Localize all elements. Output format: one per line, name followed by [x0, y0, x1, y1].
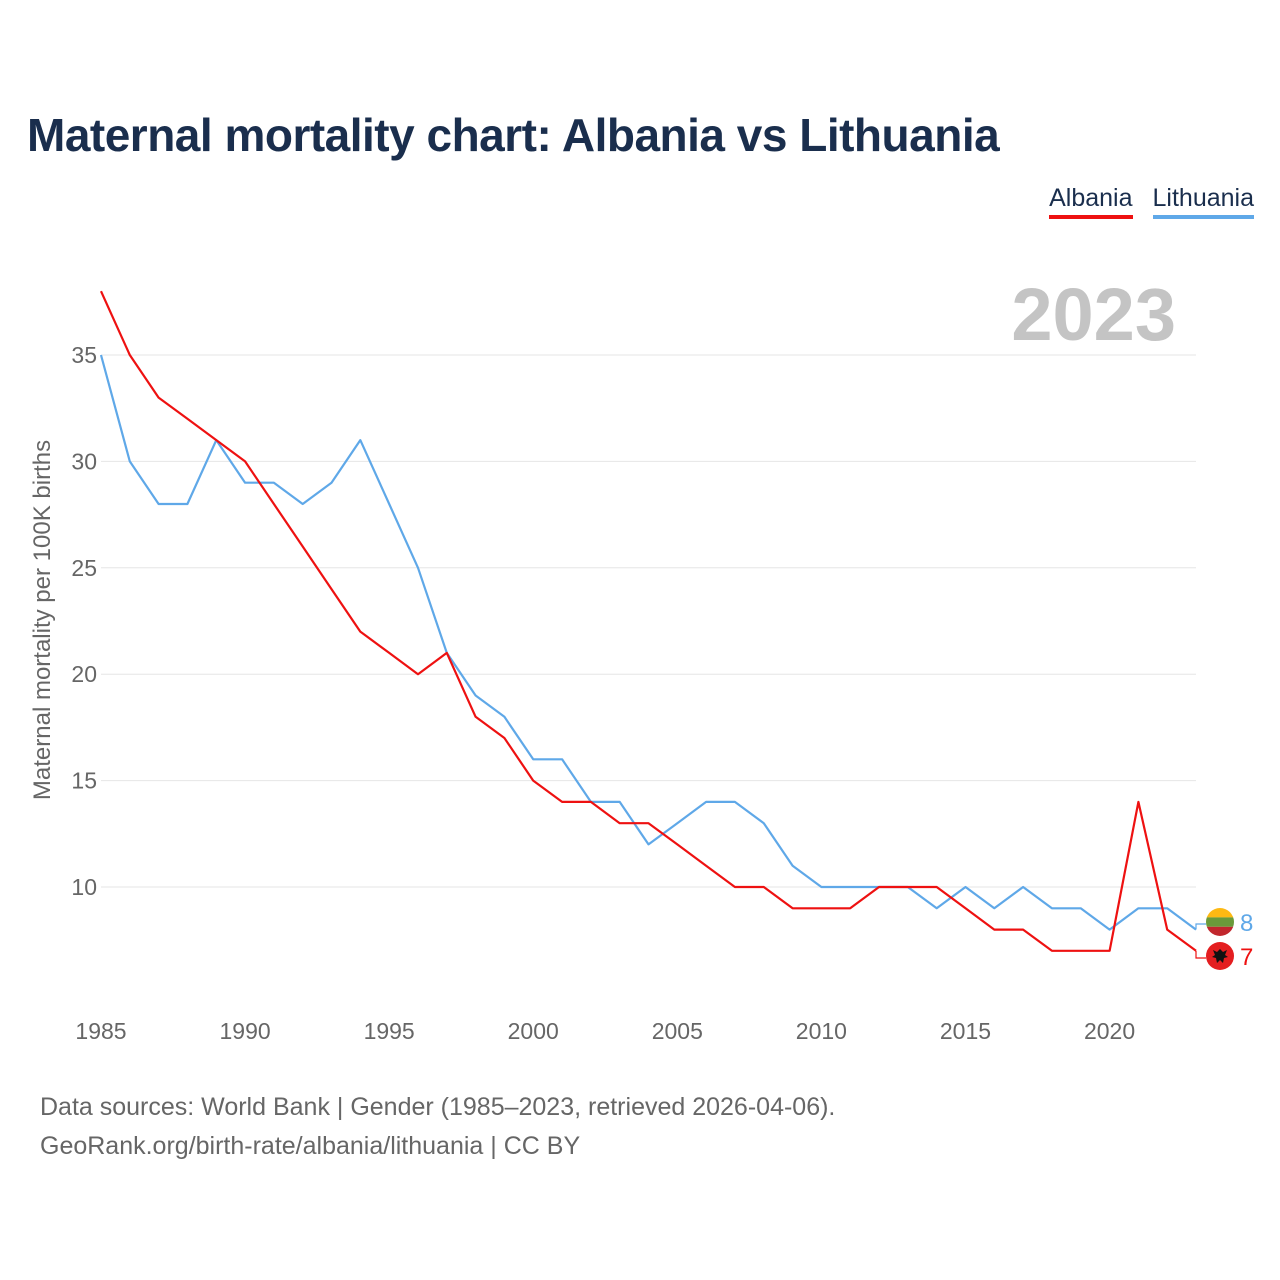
x-tick-label: 2015	[940, 1018, 991, 1044]
source-link[interactable]: GeoRank.org/birth-rate/albania/lithuania…	[40, 1132, 581, 1160]
y-tick-label: 15	[71, 768, 97, 794]
y-tick-label: 25	[71, 555, 97, 581]
legend-item-lithuania[interactable]: Lithuania	[1152, 184, 1254, 219]
x-tick-label: 1995	[364, 1018, 415, 1044]
data-source-note: Data sources: World Bank | Gender (1985–…	[40, 1093, 836, 1121]
x-tick-label: 2005	[652, 1018, 703, 1044]
y-tick-label: 10	[71, 874, 97, 900]
y-axis-label: Maternal mortality per 100K births	[29, 440, 56, 800]
year-label: 2023	[1011, 273, 1176, 356]
line-chart: 2023 10 15 20 25 30 35 1985 1990 1995 2000 2005 20…	[29, 273, 1253, 1044]
end-connector	[1195, 950, 1206, 959]
albania-flag-icon	[1206, 942, 1234, 970]
legend-item-albania[interactable]: Albania	[1049, 184, 1133, 219]
end-value-label-lithuania: 8	[1240, 910, 1253, 937]
footer: Data sources: World Bank | Gender (1985–…	[40, 1088, 835, 1166]
legend: Albania Lithuania	[1049, 184, 1254, 219]
x-tick-label: 1990	[219, 1018, 270, 1044]
end-value-label-albania: 7	[1240, 944, 1253, 971]
x-tick-label: 2010	[796, 1018, 847, 1044]
series-line-albania[interactable]	[99, 290, 1197, 952]
y-tick-label: 20	[71, 661, 97, 687]
x-tick-label: 1985	[75, 1018, 126, 1044]
lithuania-flag-icon	[1206, 908, 1234, 936]
end-connector	[1195, 923, 1206, 930]
x-tick-label: 2000	[508, 1018, 559, 1044]
y-tick-label: 30	[71, 448, 97, 474]
series-line-lithuania[interactable]	[99, 354, 1197, 931]
x-tick-label: 2020	[1084, 1018, 1135, 1044]
y-tick-label: 35	[71, 342, 97, 368]
chart-title: Maternal mortality chart: Albania vs Lit…	[27, 109, 1000, 161]
